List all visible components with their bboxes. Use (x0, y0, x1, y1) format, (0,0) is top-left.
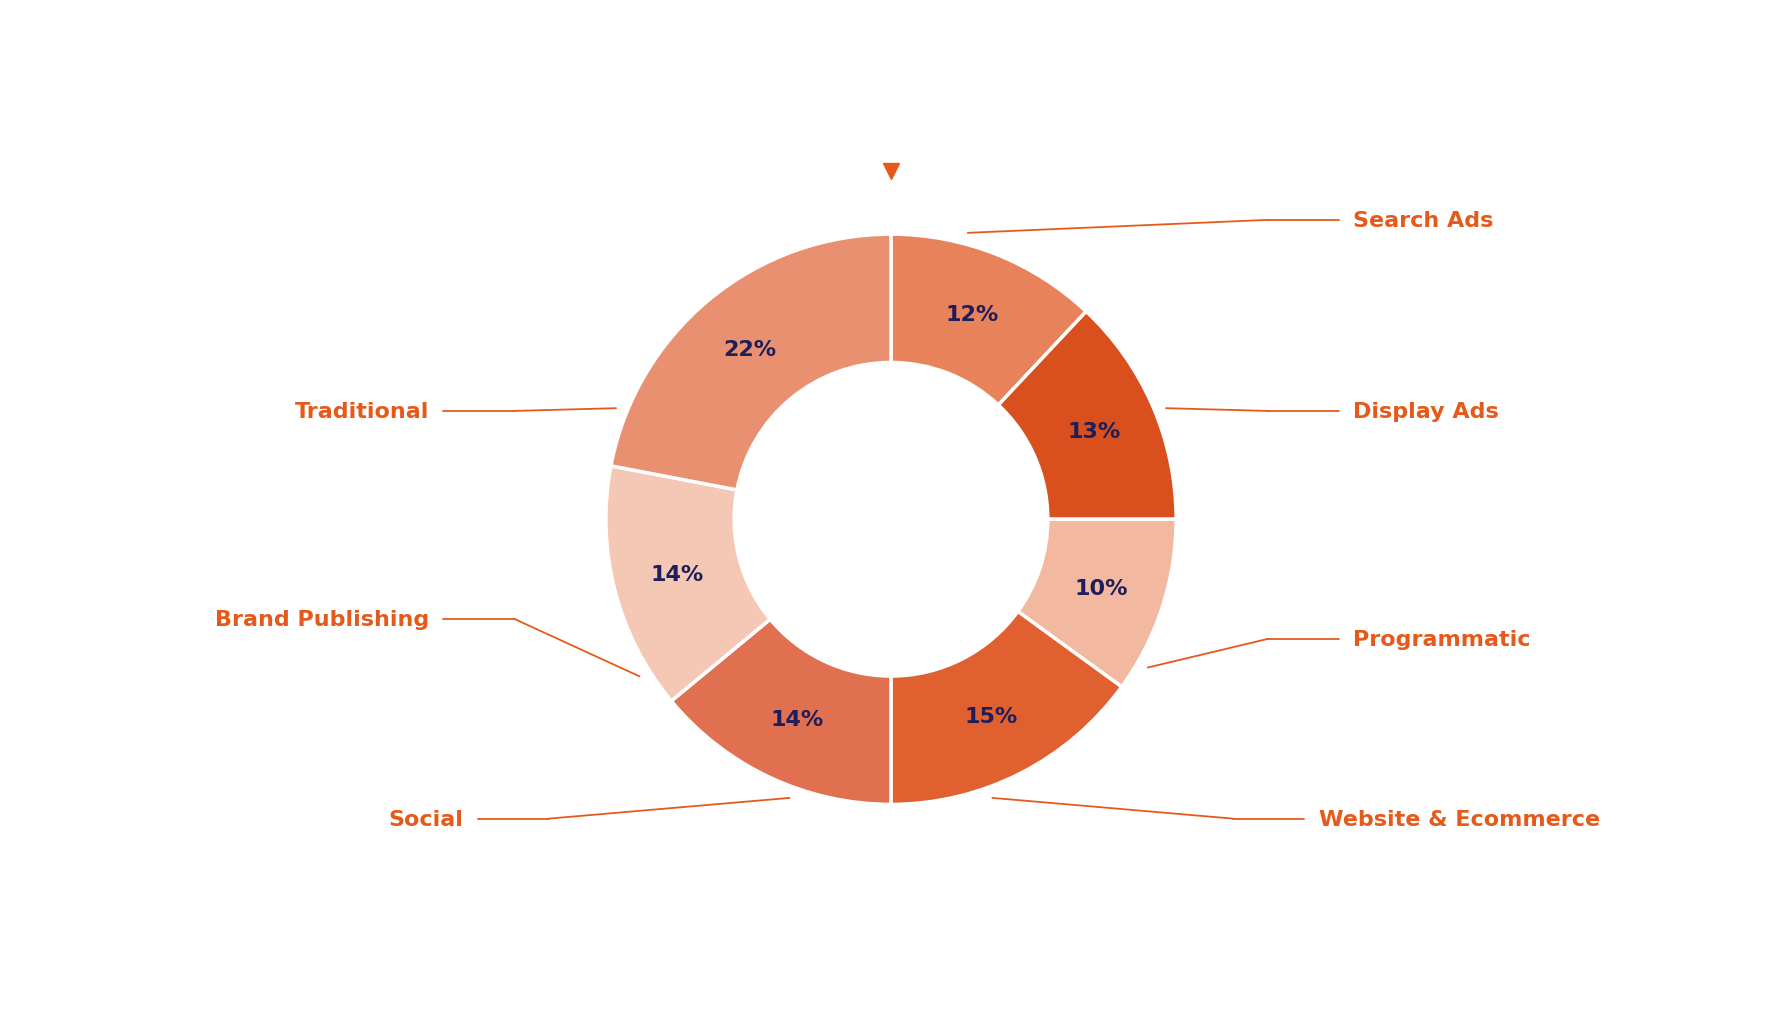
Text: Brand Publishing: Brand Publishing (216, 610, 429, 630)
Text: 12%: 12% (946, 304, 1000, 325)
Wedge shape (891, 235, 1087, 405)
Text: Traditional: Traditional (294, 401, 429, 422)
Wedge shape (611, 235, 891, 490)
Text: Programmatic: Programmatic (1353, 630, 1531, 649)
Text: 14%: 14% (770, 710, 823, 730)
Wedge shape (998, 312, 1176, 520)
Wedge shape (1018, 520, 1176, 687)
Text: 10%: 10% (1075, 578, 1128, 598)
Text: Display Ads: Display Ads (1353, 401, 1499, 422)
Wedge shape (891, 612, 1121, 805)
Text: Social: Social (388, 809, 463, 829)
Text: 22%: 22% (723, 340, 777, 360)
Text: 13%: 13% (1067, 422, 1121, 442)
Text: 15%: 15% (964, 707, 1018, 727)
Wedge shape (672, 620, 891, 805)
Text: Search Ads: Search Ads (1353, 210, 1493, 231)
Wedge shape (606, 466, 770, 702)
Text: 14%: 14% (650, 565, 704, 584)
Text: Website & Ecommerce: Website & Ecommerce (1319, 809, 1600, 829)
